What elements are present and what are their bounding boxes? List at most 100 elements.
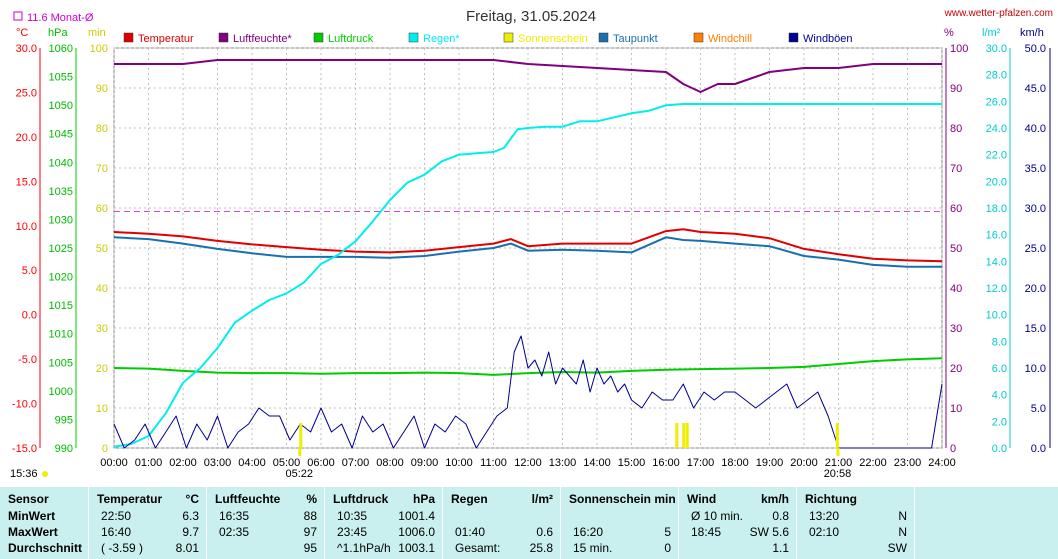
wind-tick-label: 5.0 [1031,403,1046,415]
stats-cell-time: 23:45 [337,525,368,539]
stats-cell-value: SW 5.6 [749,525,789,539]
x-tick-label: 11:00 [480,457,507,469]
x-tick-label: 20:00 [790,457,818,469]
x-tick-label: 09:00 [411,457,439,469]
stats-row [915,524,1058,540]
stats-row: ^1.1hPa/h 1003.1 [325,540,443,556]
minutes-tick-label: 20 [96,363,108,375]
rain-tick-label: 18.0 [986,203,1007,215]
legend-swatch [788,32,799,43]
stats-header-hum: Luftfeuchte [215,492,281,506]
legend-label: Windböen [803,33,853,45]
minutes-tick-label: 10 [96,403,108,415]
temperature-tick-label: -5.0 [18,354,37,366]
rain-tick-label: 0.0 [992,443,1007,455]
monthly-avg-icon [13,11,23,21]
legend-swatch [693,32,704,43]
unit-minutes: min [88,27,106,39]
unit-temp: °C [16,27,28,39]
rain-tick-label: 28.0 [986,70,1007,82]
minutes-tick-label: 30 [96,323,108,335]
stats-row: 23:45 1006.0 [325,524,443,540]
day-length: 15:36 [10,468,38,480]
stats-cell-value: SW [887,541,907,555]
rain-tick-label: 2.0 [992,416,1007,428]
stats-table: Sensor MinWert MaxWert Durchschnitt Temperat… [0,487,1058,559]
x-tick-label: 10:00 [445,457,473,469]
stats-cell-time: 02:10 [809,525,840,539]
stats-header-row: Wind km/h [679,491,797,507]
x-tick-label: 24:00 [928,457,956,469]
x-tick-label: 04:00 [238,457,266,469]
stats-row: 13:20 N [797,508,915,524]
stats-row: 10:35 1001.4 [325,508,443,524]
stats-cell-value: 5 [664,525,671,539]
sunshine-bar [685,423,689,448]
humidity-tick-label: 30 [950,323,962,335]
minutes-tick-label: 40 [96,283,108,295]
pressure-tick-label: 1060 [49,43,73,55]
temperature-tick-label: 5.0 [22,265,37,277]
wind-tick-label: 0.0 [1031,443,1046,455]
stats-cell-time: 22:50 [101,509,132,523]
legend-swatch [598,32,609,43]
pressure-tick-label: 1015 [49,300,73,312]
pressure-tick-label: 1050 [49,100,73,112]
rain-tick-label: 8.0 [992,336,1007,348]
stats-cell-value: 88 [303,509,317,523]
stats-column [914,487,1058,559]
pressure-tick-label: 1000 [49,386,73,398]
x-tick-label: 15:00 [618,457,646,469]
stats-cell-time: 13:20 [809,509,840,523]
chart-series [113,59,943,449]
rain-tick-label: 24.0 [986,123,1007,135]
wind-tick-label: 40.0 [1025,123,1046,135]
stats-header-temp-unit: °C [185,492,199,506]
legend-label: Luftdruck [328,33,374,45]
wind-tick-label: 35.0 [1025,163,1046,175]
rain-tick-label: 10.0 [986,310,1007,322]
rain-tick-label: 26.0 [986,96,1007,108]
stats-cell-value: 25.8 [529,541,553,555]
stats-row: ( -3.59 ) 8.01 [89,540,207,556]
legend-label: Sonnenschein [518,33,588,45]
stats-cell-value: 8.01 [175,541,199,555]
stats-row: 18:45 SW 5.6 [679,524,797,540]
stats-cell-time: ( -3.59 ) [101,541,144,555]
humidity-tick-label: 50 [950,243,962,255]
x-tick-label: 18:00 [721,457,749,469]
pressure-tick-label: 1025 [49,243,73,255]
sunrise-label: 05:22 [285,468,313,480]
minutes-tick-label: 60 [96,203,108,215]
pressure-tick-label: 1045 [49,129,73,141]
rain-tick-label: 14.0 [986,256,1007,268]
stats-header-row: Luftfeuchte% [207,491,325,507]
pressure-tick-label: 1005 [49,357,73,369]
rain-tick-label: 4.0 [992,390,1007,402]
sunshine-bar [835,423,839,448]
stats-row [561,508,679,524]
stats-row: Gesamt: 25.8 [443,540,561,556]
stats-header-dir: Richtung [805,492,857,506]
stats-row: 15 min. 0 [561,540,679,556]
stats-row-label: MinWert [8,509,56,523]
humidity-tick-label: 40 [950,283,962,295]
x-tick-label: 01:00 [135,457,163,469]
temperature-tick-label: 25.0 [16,87,37,99]
stats-cell-value: 0.6 [536,525,553,539]
x-tick-label: 21:00 [825,457,853,469]
stats-row: SW [797,540,915,556]
stats-cell-value: N [898,525,907,539]
temperature-tick-label: -10.0 [12,399,37,411]
stats-column: Luftfeuchte% 16:35 88 02:35 97 95 [206,487,325,559]
series-line-taupunkt [113,236,942,268]
x-tick-label: 08:00 [376,457,404,469]
x-tick-label: 06:00 [307,457,335,469]
pressure-tick-label: 995 [55,414,73,426]
stats-header-temp: Temperatur [97,492,163,506]
stats-row [915,540,1058,556]
stats-header-press-unit: hPa [412,492,435,506]
stats-cell-value: 1.1 [772,541,789,555]
stats-row: 02:35 97 [207,524,325,540]
chart-title: Freitag, 31.05.2024 [466,8,596,25]
